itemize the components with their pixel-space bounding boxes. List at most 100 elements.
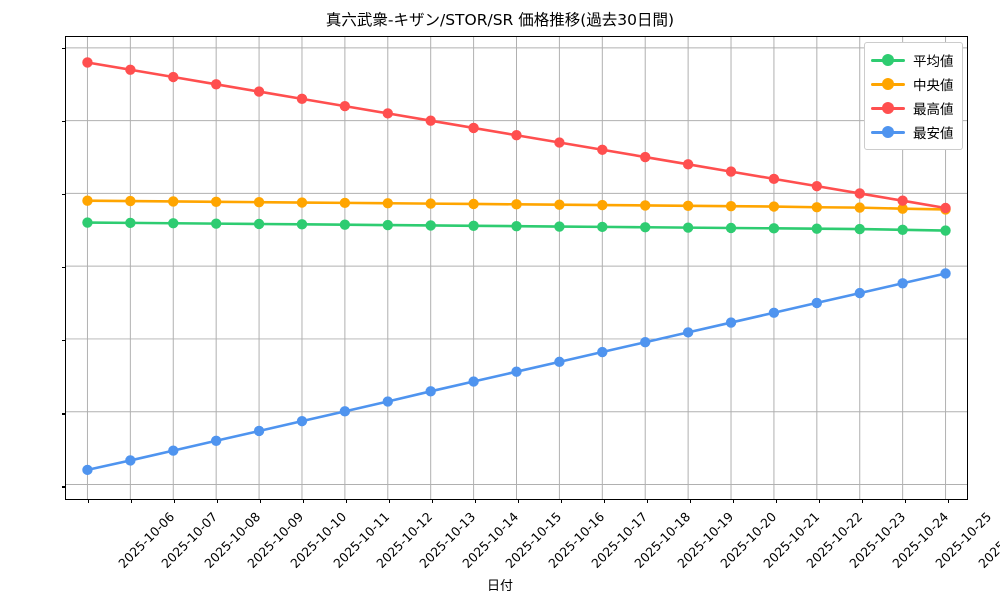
data-point-marker [768, 173, 780, 185]
data-point-marker [339, 197, 351, 209]
data-point-marker [468, 376, 479, 387]
data-point-marker [382, 219, 393, 231]
data-point-marker [854, 188, 865, 199]
x-tick-mark [775, 499, 777, 503]
x-axis-title: 日付 [486, 579, 513, 594]
data-point-marker [511, 130, 522, 141]
data-point-marker [425, 198, 436, 209]
x-tick-mark [818, 499, 820, 503]
x-tick-mark [603, 499, 605, 503]
y-tick-mark [62, 47, 66, 50]
x-tick-mark [947, 499, 949, 503]
data-point-marker [511, 199, 522, 210]
data-point-marker [640, 200, 651, 211]
data-point-marker [682, 222, 694, 233]
data-point-marker [339, 100, 351, 112]
data-point-marker [811, 223, 823, 234]
legend-swatch-icon [871, 54, 905, 66]
x-tick-mark [732, 499, 734, 503]
data-point-marker [168, 196, 179, 207]
legend-item[interactable]: 最安値 [871, 120, 954, 144]
x-tick-mark [388, 499, 390, 503]
data-point-marker [640, 337, 651, 348]
data-point-marker [511, 366, 522, 377]
data-point-marker [897, 278, 908, 289]
data-point-marker [210, 196, 222, 207]
x-tick-mark [560, 499, 562, 503]
legend-item[interactable]: 最高値 [871, 96, 954, 120]
data-point-marker [296, 219, 308, 230]
grid-lines [66, 37, 967, 499]
data-point-marker [897, 195, 908, 206]
data-point-marker [82, 195, 93, 206]
data-point-marker [640, 222, 651, 233]
data-point-marker [725, 222, 737, 234]
data-point-marker [597, 221, 608, 233]
x-tick-mark [259, 499, 261, 503]
data-point-marker [897, 224, 908, 235]
data-point-marker [854, 202, 865, 213]
data-point-marker [940, 268, 951, 279]
x-tick-mark [904, 499, 906, 503]
data-point-marker [168, 218, 179, 229]
data-point-marker [125, 195, 136, 207]
data-point-marker [725, 200, 737, 212]
data-point-marker [768, 223, 780, 234]
data-point-marker [511, 220, 522, 232]
data-point-marker [82, 464, 93, 476]
plot-area: 300400500600700800900 2025-10-062025-10-… [62, 36, 1000, 571]
data-point-marker [811, 202, 823, 213]
data-point-marker [597, 144, 608, 155]
legend-swatch-icon [871, 78, 905, 90]
data-point-marker [468, 122, 479, 134]
x-tick-mark [173, 499, 175, 503]
data-point-marker [597, 199, 608, 211]
data-point-marker [210, 79, 222, 90]
data-point-marker [168, 71, 179, 83]
data-point-marker [468, 198, 479, 210]
data-point-marker [125, 217, 136, 229]
data-point-marker [125, 64, 136, 75]
data-point-marker [425, 115, 436, 126]
chart-title: 真六武衆-キザン/STOR/SR 価格推移(過去30日間) [325, 11, 675, 29]
legend-label: 平均値 [913, 54, 954, 70]
data-point-marker [296, 197, 308, 208]
data-point-marker [768, 307, 780, 318]
legend-item[interactable]: 平均値 [871, 48, 954, 72]
x-tick-mark [87, 499, 89, 503]
data-point-marker [253, 425, 265, 437]
data-point-marker [82, 217, 93, 228]
data-point-marker [253, 196, 265, 208]
data-point-marker [125, 455, 136, 466]
data-point-marker [854, 223, 865, 235]
y-tick-mark [62, 267, 66, 269]
chart-legend: 平均値中央値 最高値 最安値 [864, 42, 963, 150]
y-tick-mark [62, 340, 66, 342]
legend-item[interactable]: 中央値 [871, 72, 954, 96]
x-tick-mark [345, 499, 347, 503]
data-point-marker [597, 346, 608, 358]
data-point-marker [382, 198, 393, 209]
data-point-marker [468, 220, 479, 231]
data-point-marker [296, 93, 308, 105]
x-tick-mark [216, 499, 218, 503]
data-point-marker [382, 396, 393, 407]
data-point-marker [82, 57, 93, 68]
data-point-marker [425, 386, 436, 397]
data-point-marker [811, 297, 823, 309]
y-tick-mark [62, 121, 66, 123]
data-point-marker [640, 151, 651, 163]
data-point-marker [725, 317, 737, 328]
data-point-marker [682, 200, 694, 211]
x-tick-mark [517, 499, 519, 503]
x-tick-mark [302, 499, 304, 503]
legend-swatch-icon [871, 102, 905, 114]
legend-swatch-icon [871, 126, 905, 138]
data-point-marker [554, 356, 565, 368]
x-tick-mark [474, 499, 476, 503]
data-point-marker [554, 137, 565, 148]
y-tick-mark [62, 413, 66, 415]
x-tick-mark [646, 499, 648, 503]
data-point-marker [253, 218, 265, 230]
